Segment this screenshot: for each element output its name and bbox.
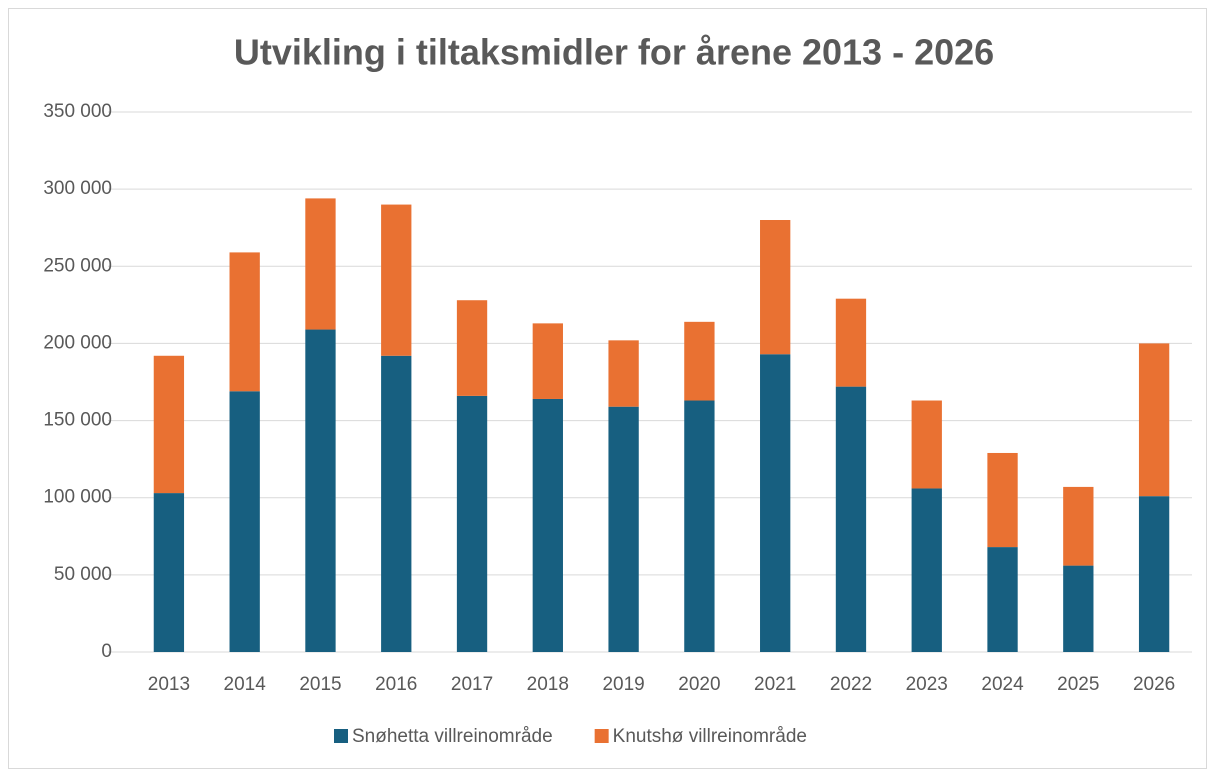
bar-segment <box>760 354 791 652</box>
x-tick-label: 2023 <box>906 674 948 695</box>
bar-segment <box>911 400 942 489</box>
bar-segment <box>381 204 412 356</box>
bar-segment <box>532 323 563 399</box>
y-tick-label: 350 000 <box>43 101 112 122</box>
bar-segment <box>835 298 867 387</box>
bar-segment <box>456 300 488 396</box>
legend-label: Snøhetta villreinområde <box>352 726 553 747</box>
legend-swatch <box>334 729 348 743</box>
bar-segment <box>684 321 715 401</box>
x-tick-label: 2015 <box>299 674 341 695</box>
bar-segment <box>229 391 260 652</box>
bar-segment <box>305 329 336 652</box>
x-tick-label: 2014 <box>224 674 267 695</box>
y-tick-label: 100 000 <box>43 487 112 508</box>
bar-segment <box>608 406 639 652</box>
y-tick-label: 250 000 <box>43 255 112 276</box>
x-tick-label: 2024 <box>981 674 1024 695</box>
bar-segment <box>532 398 563 652</box>
y-tick-label: 200 000 <box>43 332 112 353</box>
legend-swatch <box>594 729 609 743</box>
bar-segment <box>381 355 412 652</box>
bar-segment <box>1063 565 1094 652</box>
bar-segment <box>987 547 1018 652</box>
y-tick-label: 300 000 <box>43 178 112 199</box>
x-tick-label: 2018 <box>527 674 569 695</box>
bar-segment <box>760 220 791 355</box>
x-tick-label: 2013 <box>148 674 190 695</box>
bar-segment <box>305 198 336 330</box>
x-tick-label: 2025 <box>1057 674 1099 695</box>
legend-label: Knutshø villreinområde <box>613 726 807 747</box>
bar-segment <box>608 340 639 407</box>
bar-segment <box>153 493 185 652</box>
bar-segment <box>229 252 260 392</box>
x-tick-label: 2020 <box>678 674 720 695</box>
bar-segment <box>684 400 715 652</box>
x-tick-label: 2019 <box>602 674 644 695</box>
bar-segment <box>1138 343 1170 497</box>
bar-segment <box>835 386 867 652</box>
x-tick-label: 2022 <box>830 674 872 695</box>
x-tick-label: 2016 <box>375 674 417 695</box>
y-tick-label: 150 000 <box>43 410 112 431</box>
bar-segment <box>1063 486 1094 566</box>
bar-segment <box>911 488 942 652</box>
bar-segment <box>1138 496 1170 652</box>
y-tick-label: 0 <box>101 641 112 662</box>
x-tick-label: 2021 <box>754 674 796 695</box>
x-tick-label: 2026 <box>1133 674 1175 695</box>
chart-frame <box>8 8 1207 769</box>
chart-title: Utvikling i tiltaksmidler for årene 2013… <box>234 32 994 73</box>
bar-segment <box>153 355 185 494</box>
bar-segment <box>987 452 1018 548</box>
x-tick-label: 2017 <box>451 674 493 695</box>
bar-segment <box>456 395 488 652</box>
y-tick-label: 50 000 <box>54 564 112 585</box>
